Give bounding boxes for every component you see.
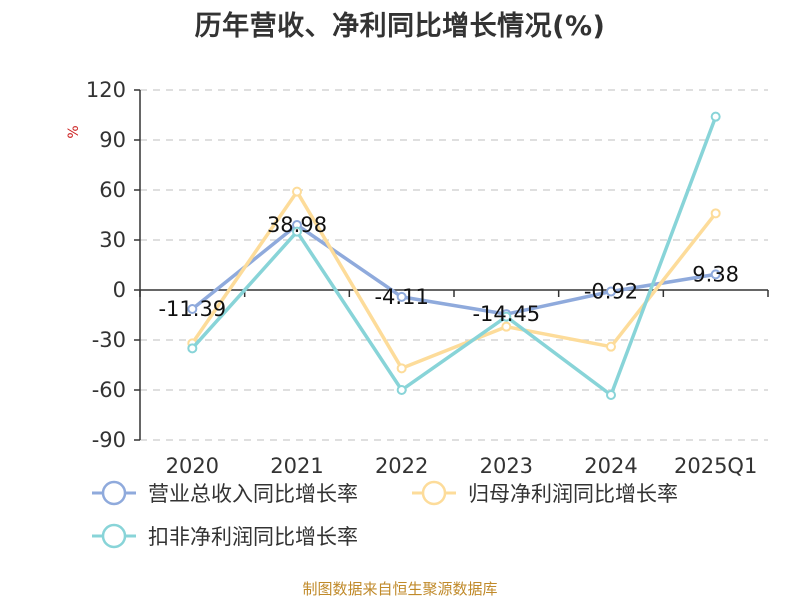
series-lines (187, 111, 721, 400)
series-2-point (396, 363, 407, 374)
x-tick-label: 2020 (166, 454, 219, 478)
legend-label: 归母净利润同比增长率 (468, 482, 678, 506)
series-2-point (710, 208, 721, 219)
series-line-1 (191, 223, 716, 316)
series-1-point (710, 269, 721, 280)
series-2-point (292, 186, 302, 197)
data-labels: -11.39 38.98 -4.11 -14.45 -0.92 9.38 (158, 213, 739, 326)
legend-marker (101, 523, 127, 549)
series-1-point (606, 286, 616, 297)
series-line-2 (190, 189, 718, 371)
legend-label: 营业总收入同比增长率 (148, 482, 358, 506)
data-label: -11.39 (158, 297, 226, 321)
x-tick-label: 2021 (270, 454, 323, 478)
data-label: 9.38 (692, 262, 739, 286)
data-label: -4.11 (374, 285, 428, 309)
data-label: -0.92 (584, 280, 638, 304)
y-tick-label: 60 (99, 178, 126, 202)
legend-marker (421, 480, 447, 506)
y-tick-label: -30 (92, 328, 126, 352)
series-3-point (710, 111, 721, 122)
legend-marker (101, 480, 127, 506)
y-tick-label: 30 (99, 228, 126, 252)
x-tick-label: 2022 (375, 454, 428, 478)
source-note: 制图数据来自恒生聚源数据库 (302, 580, 498, 598)
series-2-point (606, 341, 616, 352)
series-1-point (396, 291, 407, 302)
series-3-point (396, 385, 407, 395)
y-tick-label: 120 (86, 78, 126, 102)
x-tick-label: 2023 (480, 454, 533, 478)
y-tick-label: 0 (113, 278, 126, 302)
x-tick-label: 2024 (584, 454, 637, 478)
y-tick-label: -90 (92, 428, 126, 452)
legend-label: 扣非净利润同比增长率 (148, 525, 358, 549)
y-tick-label: -60 (92, 378, 126, 402)
series-3-point (187, 343, 198, 354)
series-3-point (292, 226, 302, 237)
x-tick-label: 2025Q1 (674, 454, 757, 478)
y-tick-label: 90 (99, 128, 126, 152)
series-2-point (501, 321, 512, 332)
series-line-3 (190, 116, 718, 397)
series-1-point (187, 303, 198, 314)
series-3-point (606, 390, 616, 400)
series-3-point (501, 311, 512, 322)
gridlines (140, 89, 768, 441)
axes: 120 90 60 30 0 -30 -60 -90% 2020 2021 2022 2023 2024… (66, 78, 769, 478)
chart-title: 历年营收、净利同比增长情况(%) (194, 11, 606, 42)
y-axis-unit: % (66, 125, 82, 138)
data-label: 38.98 (267, 213, 327, 237)
data-label: -14.45 (472, 302, 540, 326)
